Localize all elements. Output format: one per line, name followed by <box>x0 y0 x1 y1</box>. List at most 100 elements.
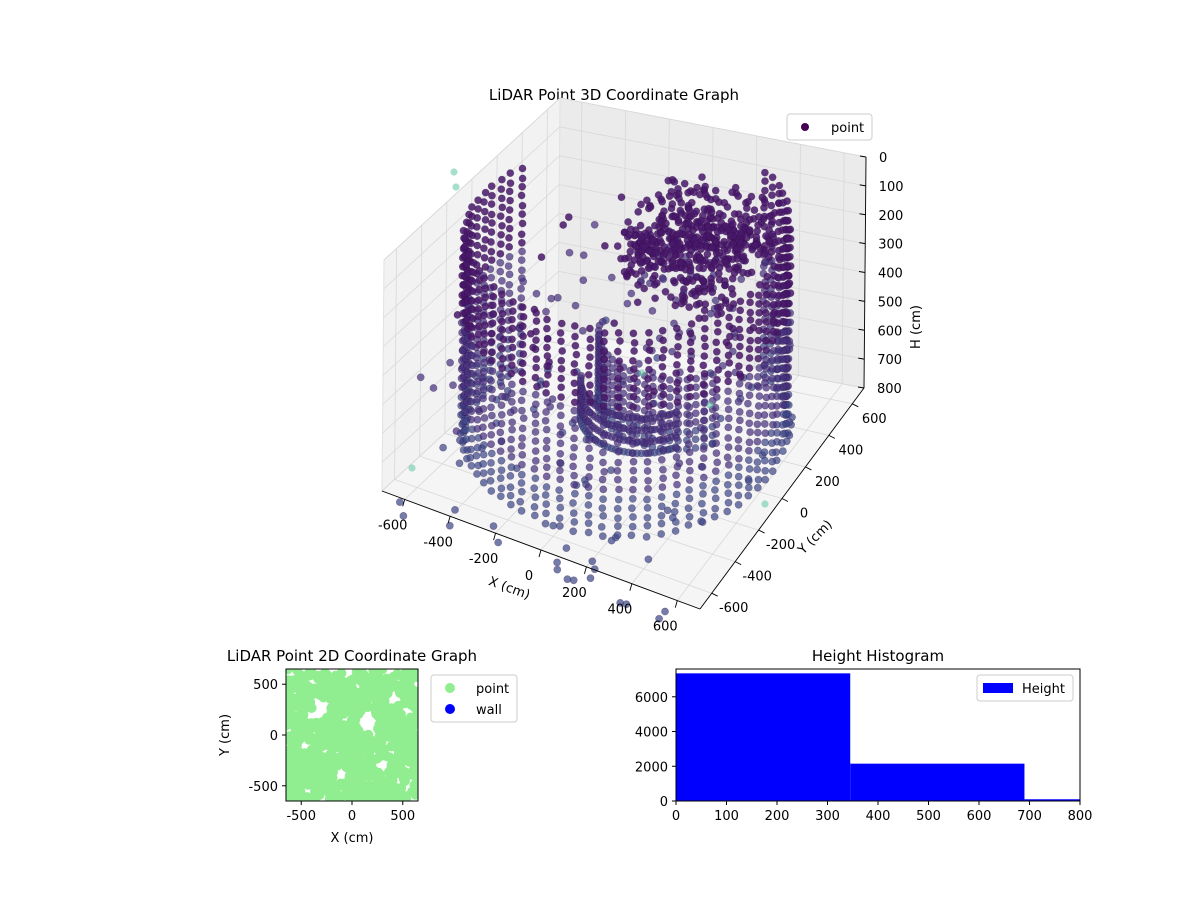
point-3d <box>672 408 681 416</box>
point-3d <box>734 481 743 490</box>
point-3d <box>497 175 506 184</box>
point-3d <box>645 346 654 354</box>
point-3d <box>584 528 593 537</box>
point-3d <box>506 196 514 205</box>
chart-2d: LiDAR Point 2D Coordinate Graph -500 0 500… <box>218 647 518 846</box>
grid-back-h <box>559 126 866 187</box>
point-3d <box>775 181 784 190</box>
point-3d <box>562 544 571 552</box>
point-3d <box>531 437 540 445</box>
point-3d <box>724 414 733 423</box>
point-3d <box>600 355 608 364</box>
point-3d <box>745 226 754 234</box>
point-3d <box>754 250 763 259</box>
point-3d <box>555 494 564 503</box>
point-3d <box>672 433 681 442</box>
y-tick-label-2d: -500 <box>248 780 278 795</box>
point-3d <box>754 383 763 391</box>
point-3d <box>487 421 496 430</box>
point-3d <box>541 416 550 425</box>
point-3d <box>543 352 552 360</box>
point-3d <box>699 416 708 425</box>
point-3d <box>505 242 514 251</box>
point-3d <box>518 434 527 442</box>
point-3d <box>659 400 668 408</box>
point-3d <box>496 492 505 501</box>
h-tick-label-3d: 100 <box>879 180 904 195</box>
point-3d <box>668 347 676 356</box>
point-3d <box>481 263 490 271</box>
point-3d <box>670 507 679 516</box>
point-3d <box>487 337 496 346</box>
point-3d <box>519 332 527 341</box>
point-3d <box>724 489 733 498</box>
x-tick-label-3d: 600 <box>653 620 678 635</box>
point-3d <box>753 420 762 429</box>
point-3d <box>696 423 705 432</box>
point-3d <box>711 494 720 503</box>
point-3d <box>735 362 743 371</box>
point-3d <box>570 368 579 377</box>
point-3d <box>608 355 617 364</box>
point-3d <box>508 343 517 352</box>
point-3d <box>473 415 482 424</box>
h-tick-label-3d: 400 <box>878 267 903 282</box>
point-3d <box>672 490 681 499</box>
point-2d <box>409 702 418 713</box>
point-3d <box>699 389 708 398</box>
point-3d <box>753 458 762 466</box>
point-3d <box>518 266 526 275</box>
grid-floor-y <box>394 479 712 594</box>
point-3d <box>643 513 652 522</box>
point-2d <box>293 730 303 741</box>
point-3d <box>672 324 681 333</box>
point-3d <box>408 464 416 472</box>
point-3d <box>452 427 461 435</box>
point-3d <box>735 315 743 324</box>
point-3d <box>479 450 488 459</box>
h-tick-label-3d: 500 <box>878 295 903 310</box>
point-3d <box>629 513 637 521</box>
point-3d <box>684 504 693 513</box>
point-3d <box>613 504 622 513</box>
point-3d <box>721 299 730 307</box>
point-3d <box>556 422 565 430</box>
point-3d <box>721 258 730 267</box>
point-3d <box>489 292 498 301</box>
point-3d <box>518 201 527 210</box>
point-3d <box>599 431 608 440</box>
point-3d <box>746 316 755 324</box>
point-3d <box>570 406 579 415</box>
point-3d <box>445 521 454 530</box>
point-3d <box>650 271 659 280</box>
point-3d <box>488 348 496 356</box>
point-3d <box>556 329 565 337</box>
h-tick-3d <box>858 328 865 331</box>
point-3d <box>737 275 746 284</box>
point-3d <box>628 494 637 503</box>
point-3d <box>570 322 579 330</box>
point-3d <box>467 297 476 305</box>
point-3d <box>697 223 706 232</box>
point-3d <box>541 519 550 528</box>
point-3d <box>673 398 682 406</box>
point-3d <box>768 439 776 448</box>
point-3d <box>570 398 579 407</box>
point-3d <box>497 419 506 428</box>
point-3d <box>733 255 742 263</box>
point-3d <box>657 455 666 464</box>
point-3d <box>498 364 507 373</box>
legend-2d-point-label: point <box>476 682 509 697</box>
point-3d <box>532 355 541 363</box>
y-tick-3d <box>852 403 859 408</box>
point-3d <box>663 506 672 515</box>
point-3d <box>508 315 516 324</box>
y-tick-label-3d: 200 <box>815 475 840 490</box>
point-3d <box>659 345 668 354</box>
point-3d <box>685 494 694 503</box>
point-3d <box>753 483 762 492</box>
point-3d <box>746 290 755 299</box>
point-3d <box>569 576 578 585</box>
point-3d <box>480 253 489 262</box>
point-2d <box>330 721 341 732</box>
